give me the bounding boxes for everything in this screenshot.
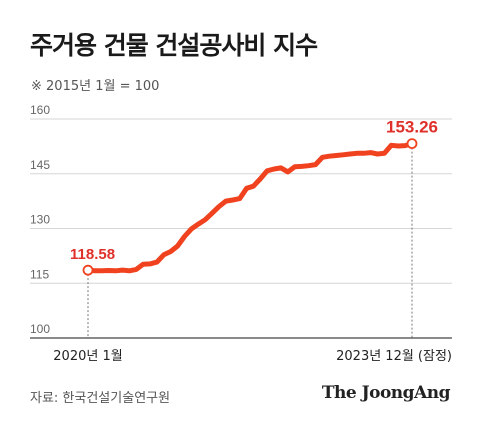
start-value-label: 118.58 bbox=[70, 246, 115, 263]
y-tick-label: 160 bbox=[30, 103, 50, 117]
series-line bbox=[85, 141, 415, 274]
y-tick-label: 145 bbox=[30, 158, 50, 172]
y-tick-label: 115 bbox=[30, 267, 49, 281]
x-start-label: 2020년 1월 bbox=[53, 349, 122, 364]
start-point bbox=[82, 264, 94, 276]
base-note: ※ 2015년 1월 = 100 bbox=[31, 79, 160, 94]
y-tick-label: 100 bbox=[30, 322, 50, 336]
chart-title: 주거용 건물 건설공사비 지수 bbox=[30, 31, 318, 60]
grid-lines bbox=[30, 118, 452, 339]
x-end-label: 2023년 12월 (잠정) bbox=[336, 349, 452, 364]
y-tick-labels: 160 145 130 115 100 bbox=[30, 103, 50, 336]
end-point bbox=[406, 138, 418, 150]
x-tick-labels: 2020년 1월 2023년 12월 (잠정) bbox=[53, 349, 452, 364]
end-value-label: 153.26 bbox=[386, 118, 438, 137]
data-labels: 118.58 153.26 bbox=[70, 118, 438, 264]
y-tick-label: 130 bbox=[30, 213, 50, 227]
end-markers bbox=[82, 138, 418, 276]
source-text: 자료: 한국건설기술연구원 bbox=[30, 391, 171, 406]
brand-logo: The JoongAng bbox=[321, 383, 451, 403]
guide-lines bbox=[87, 143, 413, 338]
